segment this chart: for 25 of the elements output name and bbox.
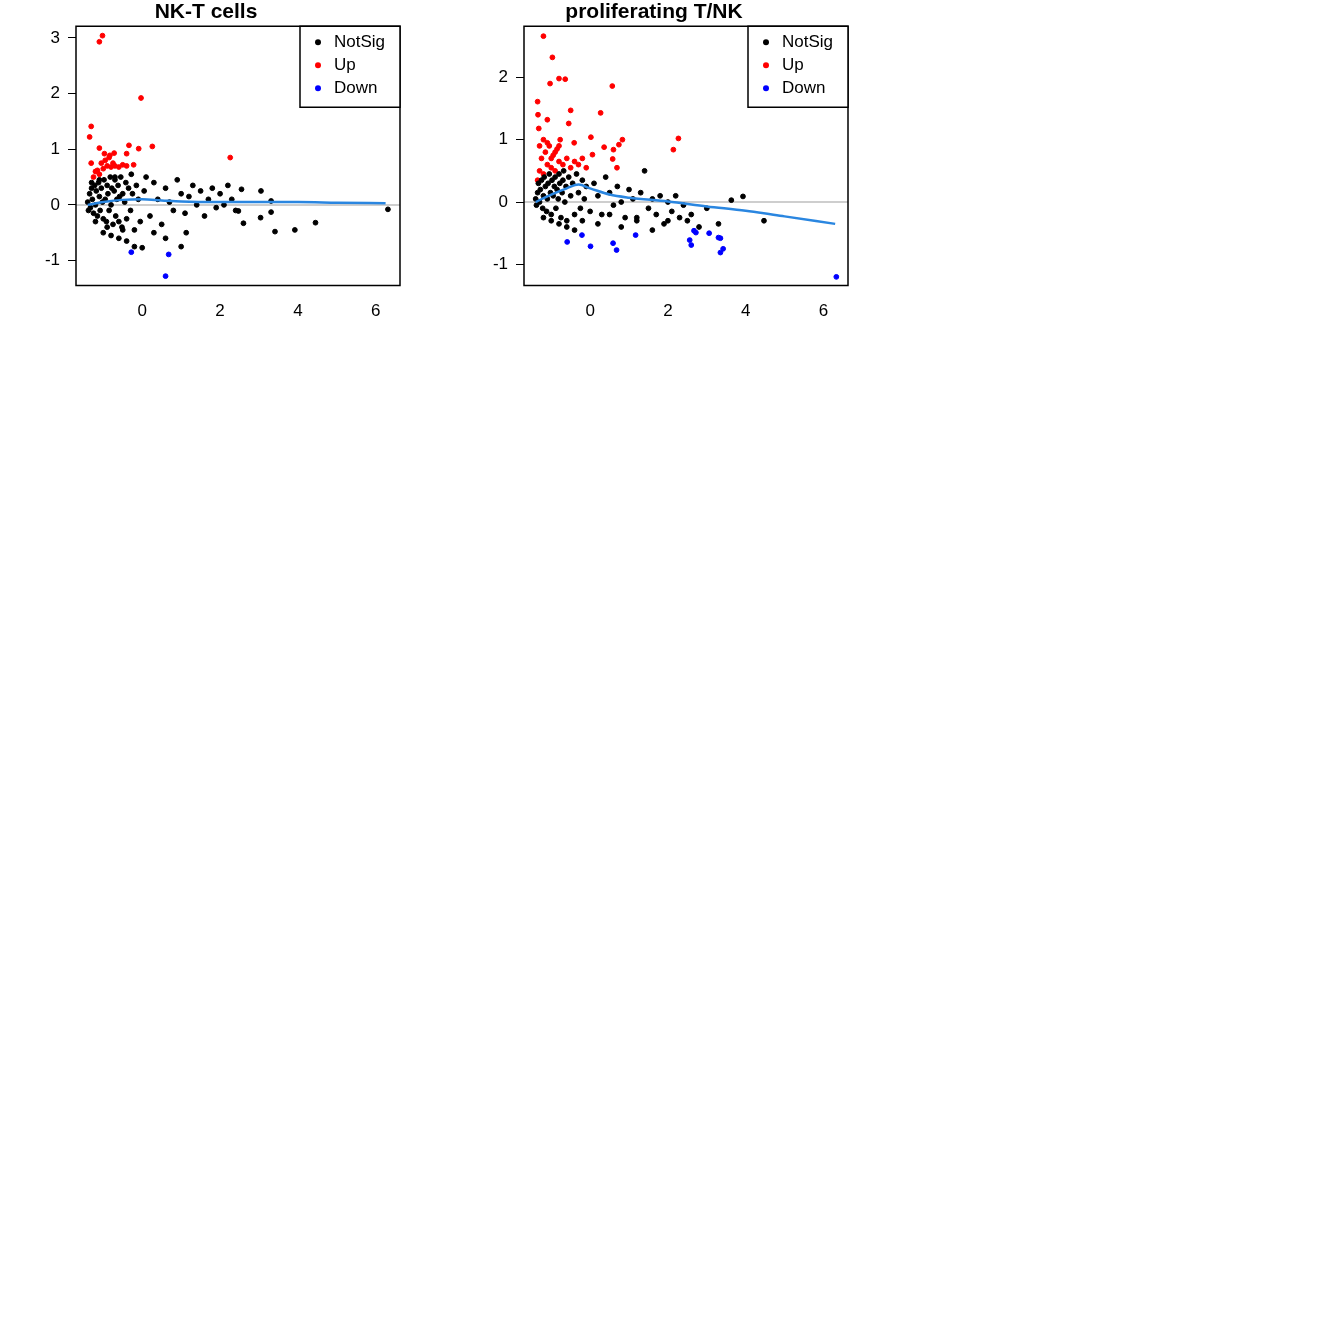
chart-title: NK-T cells xyxy=(154,0,258,23)
legend-label: NotSig xyxy=(782,31,834,51)
legend-label: Up xyxy=(782,54,804,74)
y-tick-label: 3 xyxy=(50,27,60,47)
chart-title: proliferating T/NK xyxy=(565,0,743,23)
x-tick-label: 6 xyxy=(371,301,381,321)
y-tick-label: 2 xyxy=(50,83,60,103)
legend-label: NotSig xyxy=(334,31,386,51)
x-tick-label: 0 xyxy=(585,301,595,321)
legend-label: Down xyxy=(782,77,826,97)
y-tick-label: -1 xyxy=(44,250,60,270)
x-tick-label: 4 xyxy=(293,301,303,321)
x-tick-label: 2 xyxy=(663,301,673,321)
legend-label: Down xyxy=(334,77,378,97)
x-tick-label: 6 xyxy=(818,301,829,321)
y-tick-label: -1 xyxy=(492,254,508,274)
x-tick-label: 4 xyxy=(740,301,751,321)
y-tick-label: 1 xyxy=(50,138,60,158)
x-tick-label: 0 xyxy=(137,301,147,321)
y-tick-label: 2 xyxy=(498,67,508,87)
y-tick-label: 0 xyxy=(498,191,508,211)
y-tick-label: 1 xyxy=(498,129,508,149)
legend-label: Up xyxy=(334,54,356,74)
x-tick-label: 2 xyxy=(215,301,225,321)
y-tick-label: 0 xyxy=(50,194,60,214)
